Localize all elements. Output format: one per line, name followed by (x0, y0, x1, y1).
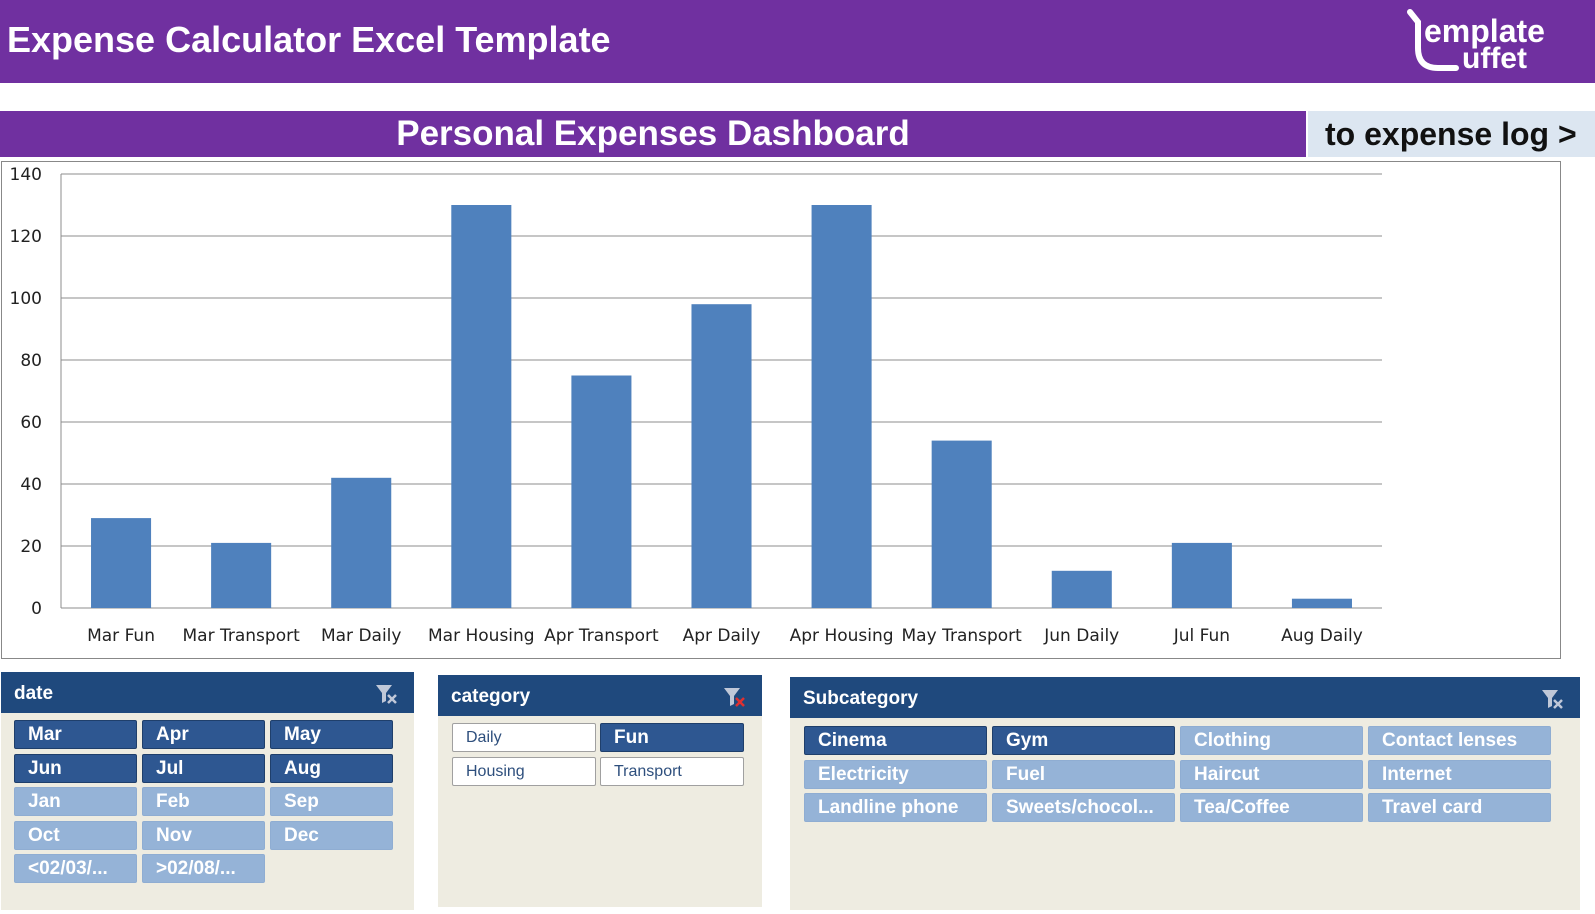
subcategory-slicer-item[interactable]: Clothing (1180, 726, 1363, 755)
app-header: Expense Calculator Excel Template emplat… (0, 0, 1595, 83)
x-tick-label: Aug Daily (1281, 626, 1363, 646)
date-slicer-item[interactable]: Jul (142, 753, 265, 783)
bar[interactable] (571, 375, 632, 609)
date-slicer-item[interactable]: <02/03/... (14, 854, 137, 883)
y-tick-label: 0 (31, 599, 42, 619)
app-title: Expense Calculator Excel Template (7, 19, 611, 60)
subcategory-slicer-title: Subcategory (803, 688, 919, 709)
y-tick-label: 20 (20, 537, 42, 557)
bar[interactable] (1051, 570, 1112, 608)
category-slicer-item[interactable]: Housing (452, 757, 596, 786)
date-slicer-item[interactable]: Oct (14, 820, 137, 850)
clear-filter-icon[interactable] (722, 686, 746, 708)
y-tick-label: 80 (20, 351, 42, 371)
date-slicer-item[interactable]: Apr (142, 720, 265, 749)
bar[interactable] (451, 205, 512, 608)
chart-canvas: 0 20 40 60 80 100 120 140 Mar Fun Mar Transport Ma… (10, 165, 1382, 646)
subcategory-slicer-item[interactable]: Tea/Coffee (1180, 793, 1363, 822)
bar[interactable] (691, 304, 752, 608)
subcategory-slicer-item[interactable]: Travel card (1368, 793, 1551, 822)
bar[interactable] (1171, 542, 1232, 608)
y-tick-label: 120 (10, 227, 42, 247)
x-tick-label: Jun Daily (1043, 626, 1119, 646)
date-slicer-item[interactable]: Mar (14, 720, 137, 749)
subcategory-slicer-item[interactable]: Cinema (804, 726, 987, 755)
date-slicer-item[interactable]: Nov (142, 820, 265, 850)
category-slicer-item[interactable]: Fun (600, 723, 744, 752)
date-slicer-item[interactable]: Aug (270, 753, 393, 783)
category-slicer-header: category (438, 678, 762, 716)
date-slicer-item[interactable]: >02/08/... (142, 854, 265, 883)
bar[interactable] (931, 440, 992, 608)
expenses-bar-chart: 0 20 40 60 80 100 120 140 Mar Fun Mar Transport Ma… (1, 161, 1561, 659)
category-slicer: category Daily Fun Housing Transport (438, 675, 762, 907)
date-slicer-header: date (1, 675, 414, 713)
y-tick-label: 40 (20, 475, 42, 495)
x-tick-label: Mar Transport (183, 626, 301, 646)
y-tick-label: 60 (20, 413, 42, 433)
date-slicer-title: date (14, 683, 54, 704)
clear-filter-icon[interactable] (1540, 688, 1564, 710)
x-tick-label: Apr Transport (544, 626, 659, 646)
bar[interactable] (811, 205, 872, 608)
subcategory-slicer-item[interactable]: Sweets/chocol... (992, 793, 1175, 822)
bar[interactable] (1291, 598, 1352, 608)
subcategory-slicer-item[interactable]: Gym (992, 726, 1175, 755)
to-expense-log-link[interactable]: to expense log > (1308, 111, 1595, 157)
category-slicer-item[interactable]: Transport (600, 757, 744, 786)
bar[interactable] (91, 518, 152, 608)
subcategory-slicer-item[interactable]: Haircut (1180, 759, 1363, 789)
subcategory-slicer-item[interactable]: Electricity (804, 759, 987, 789)
date-slicer-item[interactable]: Sep (270, 787, 393, 816)
dashboard-title: Personal Expenses Dashboard (396, 114, 910, 153)
logo-text-top: emplate (1424, 13, 1545, 49)
templatebuffet-logo: emplate uffet (1407, 9, 1545, 75)
x-tick-label: Mar Fun (87, 626, 155, 646)
date-slicer-item[interactable]: Dec (270, 820, 393, 850)
category-slicer-item[interactable]: Daily (452, 723, 596, 752)
bar[interactable] (211, 542, 272, 608)
bar[interactable] (331, 477, 392, 608)
x-tick-label: Mar Housing (428, 626, 535, 646)
subcategory-slicer-item[interactable]: Internet (1368, 759, 1551, 789)
subcategory-slicer-item[interactable]: Fuel (992, 759, 1175, 789)
date-slicer-item[interactable]: Jan (14, 787, 137, 816)
x-tick-label: Apr Daily (683, 626, 761, 646)
subcategory-slicer-item[interactable]: Landline phone (804, 793, 987, 822)
date-slicer: date Mar Apr May Jun Jul Aug Jan Feb Sep Oct Nov De… (1, 672, 414, 910)
date-slicer-item[interactable]: May (270, 720, 393, 749)
logo-text-bottom: uffet (1462, 42, 1527, 75)
y-tick-label: 100 (10, 289, 42, 309)
subcategory-slicer-item[interactable]: Contact lenses (1368, 726, 1551, 755)
clear-filter-icon[interactable] (374, 683, 398, 705)
dashboard-title-bar: Personal Expenses Dashboard (0, 111, 1306, 157)
x-tick-label: Jul Fun (1173, 626, 1230, 646)
x-tick-label: Apr Housing (790, 626, 894, 646)
date-slicer-item[interactable]: Jun (14, 753, 137, 783)
date-slicer-item[interactable]: Feb (142, 787, 265, 816)
x-tick-label: May Transport (902, 626, 1023, 646)
subcategory-slicer: Subcategory Cinema Gym Clothing Contact len… (790, 677, 1580, 910)
x-tick-label: Mar Daily (321, 626, 402, 646)
category-slicer-title: category (451, 686, 531, 707)
subcategory-slicer-header: Subcategory (790, 680, 1580, 718)
y-tick-label: 140 (10, 165, 42, 185)
